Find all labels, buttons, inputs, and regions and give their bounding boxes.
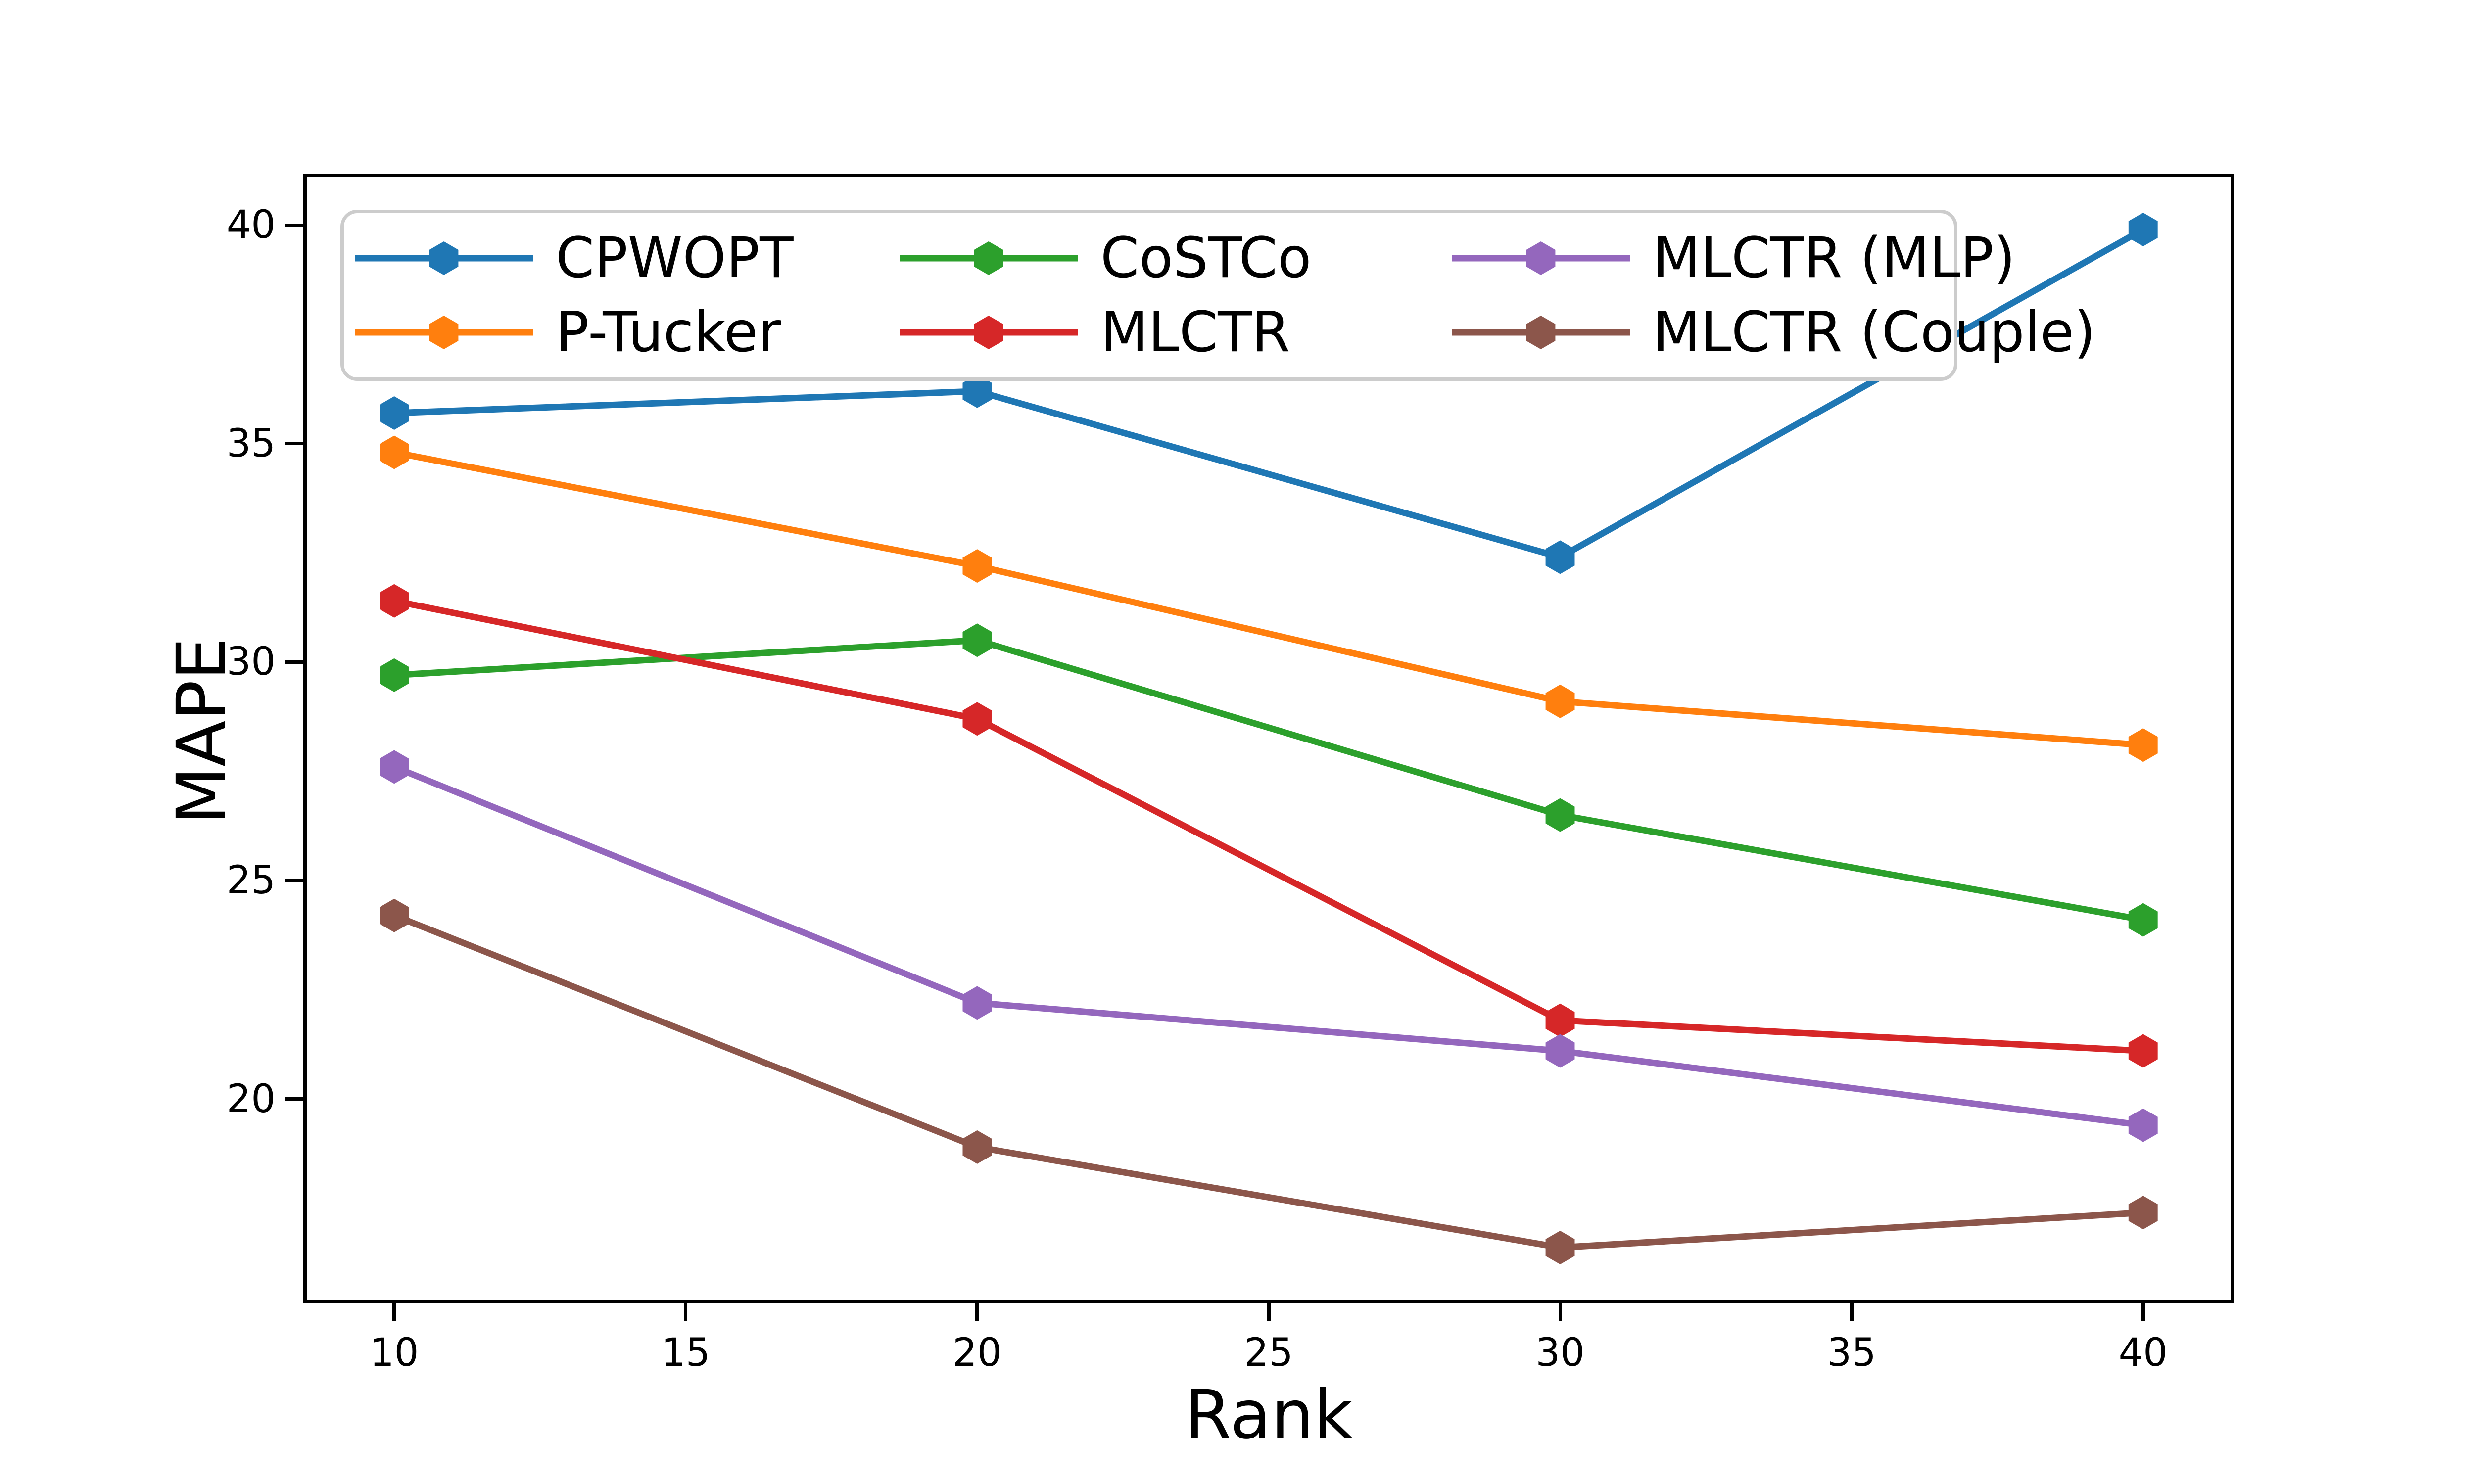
legend-item-0: CPWOPT (355, 221, 900, 295)
y-tick-label: 30 (226, 640, 276, 685)
legend-label-1: P-Tucker (556, 300, 781, 365)
legend-item-3: MLCTR (900, 295, 1452, 370)
legend-item-4: MLCTR (MLP) (1452, 221, 2095, 295)
y-tick-mark (285, 879, 303, 882)
data-point-marker (962, 1130, 992, 1164)
series-line-5 (393, 912, 2143, 1251)
y-tick-mark (285, 660, 303, 664)
series-line-3 (393, 598, 2143, 1054)
legend-marker-0 (355, 241, 533, 275)
y-tick-mark (285, 442, 303, 446)
x-tick-label: 30 (1535, 1331, 1585, 1375)
legend-marker-5 (1452, 316, 1630, 349)
x-tick-mark (2141, 1303, 2145, 1321)
data-point-marker (2128, 1034, 2158, 1068)
data-point-marker (962, 374, 992, 408)
data-point-marker (1545, 684, 1575, 718)
data-point-marker (962, 623, 992, 657)
legend-marker-1 (355, 316, 533, 349)
y-tick-mark (285, 223, 303, 227)
x-tick-mark (975, 1303, 979, 1321)
x-tick-mark (1558, 1303, 1562, 1321)
x-tick-mark (684, 1303, 688, 1321)
x-tick-label: 35 (1827, 1331, 1876, 1375)
series-line-2 (394, 637, 2144, 923)
series-line-1 (393, 449, 2143, 748)
legend: CPWOPT P-Tucker CoSTCo MLCTR MLCTR (MLP) MLCT… (340, 210, 2095, 381)
data-point-marker (1545, 1003, 1575, 1037)
data-point-marker (962, 986, 992, 1020)
data-point-marker (380, 396, 409, 430)
data-point-marker (1545, 1034, 1575, 1068)
legend-item-5: MLCTR (Couple) (1452, 295, 2095, 370)
chart-canvas (380, 213, 2158, 1264)
data-point-marker (2128, 1108, 2158, 1142)
data-point-marker (1545, 798, 1575, 832)
legend-label-4: MLCTR (MLP) (1653, 226, 2016, 290)
data-point-marker (962, 702, 992, 736)
legend-label-0: CPWOPT (556, 226, 794, 290)
data-point-marker (1545, 540, 1575, 574)
y-tick-label: 20 (226, 1076, 276, 1121)
series-line-0 (394, 227, 2145, 561)
x-tick-label: 10 (370, 1331, 419, 1375)
data-point-marker (380, 898, 409, 932)
data-point-marker (380, 750, 409, 784)
x-tick-label: 25 (1244, 1331, 1293, 1375)
y-tick-label: 35 (226, 421, 276, 466)
x-tick-label: 15 (661, 1331, 711, 1375)
data-point-marker (2128, 213, 2158, 246)
x-tick-mark (1850, 1303, 1854, 1321)
x-tick-mark (1267, 1303, 1271, 1321)
series-line-4 (393, 764, 2144, 1129)
legend-marker-2 (900, 241, 1078, 275)
y-tick-mark (285, 1097, 303, 1101)
data-point-marker (1545, 1231, 1575, 1264)
data-point-marker (380, 584, 409, 618)
x-tick-label: 20 (952, 1331, 1002, 1375)
x-tick-mark (392, 1303, 396, 1321)
y-tick-label: 25 (226, 858, 276, 903)
y-axis-label: MAPE (163, 637, 241, 825)
data-point-marker (2128, 728, 2158, 762)
data-point-marker (2128, 903, 2158, 937)
data-point-marker (962, 549, 992, 583)
legend-label-5: MLCTR (Couple) (1653, 300, 2096, 365)
x-tick-label: 40 (2118, 1331, 2168, 1375)
legend-marker-4 (1452, 241, 1630, 275)
data-point-marker (380, 435, 409, 469)
legend-item-1: P-Tucker (355, 295, 900, 370)
legend-marker-3 (900, 316, 1078, 349)
legend-label-3: MLCTR (1100, 300, 1290, 365)
data-point-marker (2128, 1196, 2158, 1230)
legend-label-2: CoSTCo (1100, 226, 1312, 290)
x-axis-label: Rank (1185, 1376, 1353, 1454)
legend-item-2: CoSTCo (900, 221, 1452, 295)
y-tick-label: 40 (226, 203, 276, 248)
data-point-marker (380, 658, 409, 692)
